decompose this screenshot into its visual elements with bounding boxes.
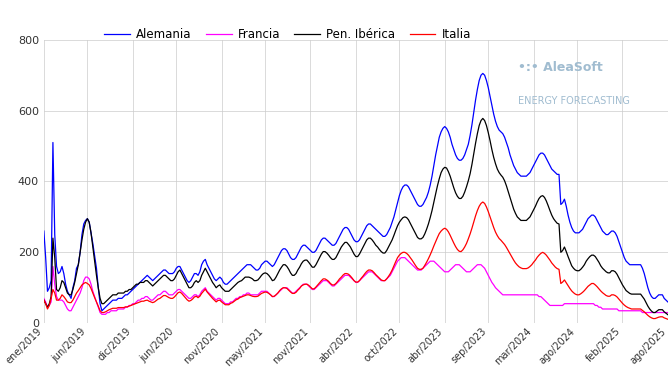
- Text: •:• AleaSoft: •:• AleaSoft: [518, 61, 603, 74]
- Legend: Alemania, Francia, Pen. Ibérica, Italia: Alemania, Francia, Pen. Ibérica, Italia: [99, 23, 476, 45]
- Text: ENERGY FORECASTING: ENERGY FORECASTING: [518, 96, 630, 106]
